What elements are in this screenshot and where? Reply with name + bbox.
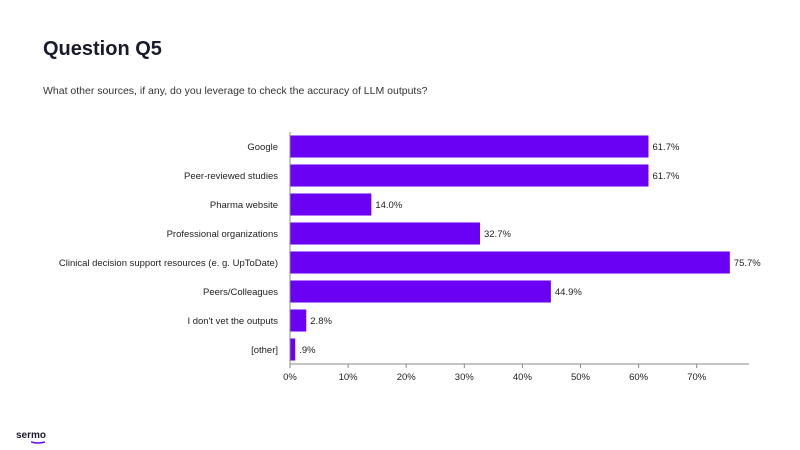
- sermo-logo: sermo: [16, 430, 47, 441]
- bar: [290, 338, 296, 361]
- data-label: 61.7%: [652, 171, 679, 182]
- data-label: 75.7%: [734, 258, 761, 269]
- data-label: 14.0%: [375, 200, 402, 211]
- category-label: Professional organizations: [167, 229, 279, 240]
- category-label: I don't vet the outputs: [187, 316, 278, 327]
- data-label: 44.9%: [555, 287, 582, 298]
- data-label: .9%: [299, 345, 316, 356]
- page-title: Question Q5: [43, 38, 162, 60]
- x-tick-label: 0%: [283, 372, 297, 383]
- category-label: Pharma website: [210, 200, 278, 211]
- x-tick-label: 20%: [397, 372, 417, 383]
- bar: [290, 280, 551, 303]
- x-tick-label: 50%: [571, 372, 591, 383]
- bar: [290, 135, 649, 158]
- question-subtitle: What other sources, if any, do you lever…: [43, 85, 428, 97]
- bar: [290, 193, 372, 216]
- bar: [290, 251, 730, 274]
- bar: [290, 309, 307, 332]
- data-label: 32.7%: [484, 229, 511, 240]
- category-label: Clinical decision support resources (e. …: [59, 258, 278, 269]
- x-tick-label: 60%: [629, 372, 649, 383]
- x-tick-label: 30%: [455, 372, 475, 383]
- category-label: Google: [247, 142, 278, 153]
- x-tick-label: 10%: [339, 372, 359, 383]
- data-label: 2.8%: [310, 316, 332, 327]
- x-tick-label: 70%: [687, 372, 707, 383]
- bar: [290, 222, 480, 245]
- logo-swoosh-icon: [31, 441, 45, 444]
- category-label: [other]: [251, 345, 278, 356]
- category-label: Peers/Colleagues: [203, 287, 278, 298]
- x-tick-label: 40%: [513, 372, 533, 383]
- data-label: 61.7%: [652, 142, 679, 153]
- bar: [290, 164, 649, 187]
- category-label: Peer-reviewed studies: [184, 171, 278, 182]
